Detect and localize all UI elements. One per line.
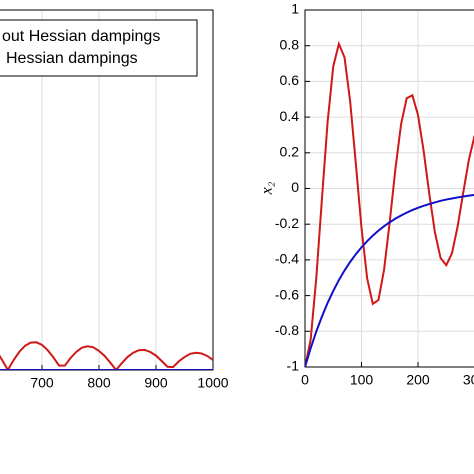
x-tick-label: 900 <box>144 375 168 391</box>
y-tick-label: 0.4 <box>280 108 300 124</box>
x-tick-label: 700 <box>30 375 54 391</box>
x-tick-label: 1000 <box>197 375 228 391</box>
y-tick-label: 0.6 <box>280 72 300 88</box>
x-tick-label: 200 <box>406 372 430 388</box>
series-line <box>0 341 213 370</box>
y-tick-label: -1 <box>287 358 300 374</box>
series-line <box>305 40 474 367</box>
y-tick-label: -0.4 <box>275 251 299 267</box>
legend-box <box>0 19 198 77</box>
y-tick-label: -0.2 <box>275 215 299 231</box>
legend-label: out Hessian dampings <box>2 28 160 45</box>
plot-frame <box>0 9 214 371</box>
y-tick-label: 0.2 <box>280 144 300 160</box>
y-axis-label: x₂ <box>259 181 276 195</box>
x-tick-label: 100 <box>350 372 374 388</box>
y-tick-label: 0.8 <box>280 36 300 52</box>
x-tick-label: 0 <box>301 372 309 388</box>
y-tick-label: 0 <box>291 179 299 195</box>
y-tick-label: -0.8 <box>275 322 299 338</box>
series-line <box>305 193 474 367</box>
x-tick-label: 300 <box>463 372 474 388</box>
y-tick-label: 1 <box>291 1 299 17</box>
x-tick-label: 800 <box>87 375 111 391</box>
y-tick-label: -0.6 <box>275 286 299 302</box>
legend-label: Hessian dampings <box>6 50 138 67</box>
plot-frame <box>304 9 474 368</box>
